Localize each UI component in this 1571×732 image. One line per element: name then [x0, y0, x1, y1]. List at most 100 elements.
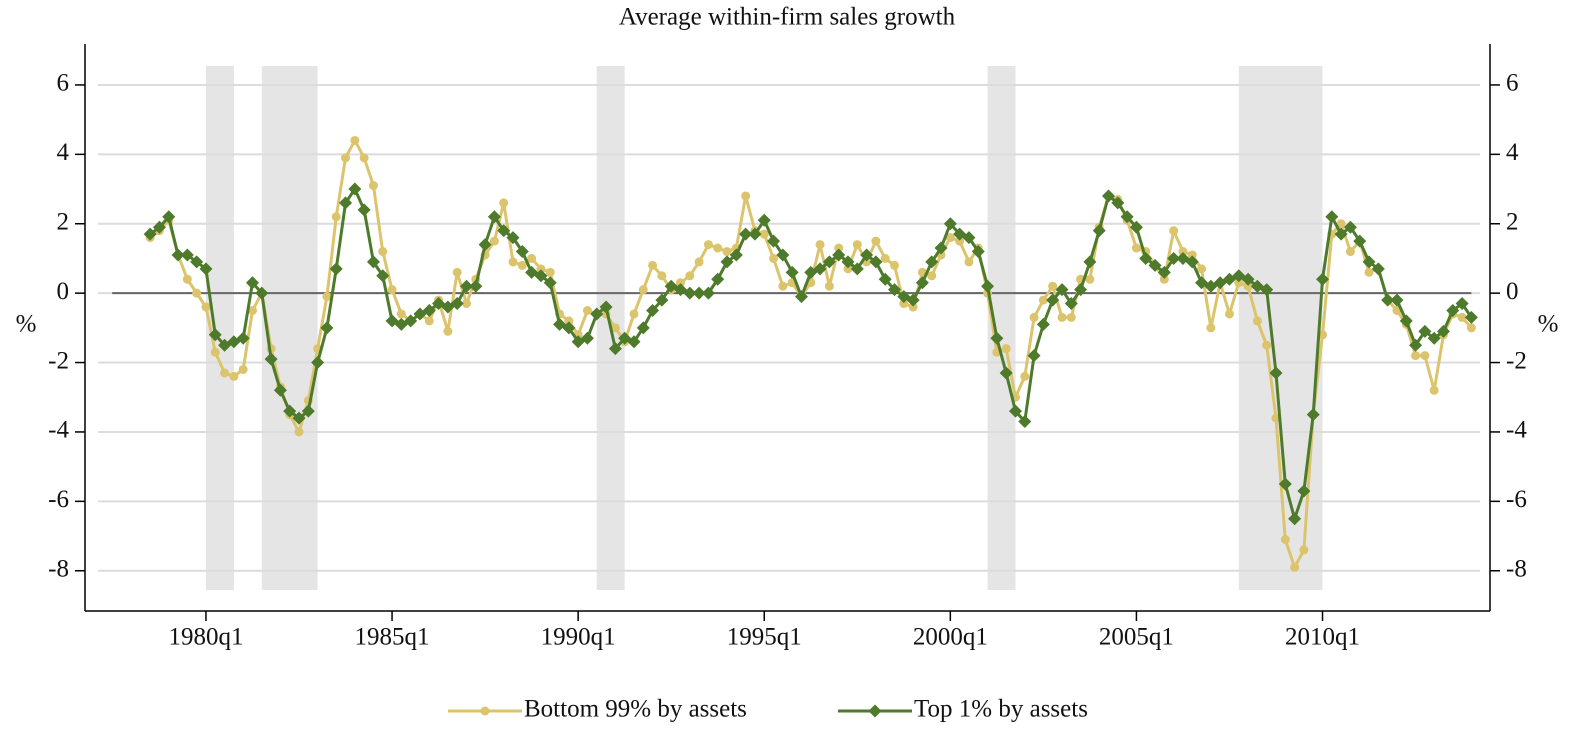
- data-point: [711, 272, 725, 286]
- data-point: [311, 356, 325, 370]
- y2-tick-label: -2: [1506, 347, 1527, 374]
- data-point: [443, 326, 453, 336]
- data-point: [1278, 477, 1292, 491]
- data-point: [478, 238, 492, 252]
- data-point: [1399, 314, 1413, 328]
- data-point: [1297, 484, 1311, 498]
- data-point: [1111, 196, 1125, 210]
- data-point: [1074, 283, 1088, 297]
- data-point: [703, 240, 713, 250]
- data-point: [469, 279, 483, 293]
- data-point: [366, 255, 380, 269]
- data-point: [545, 267, 555, 277]
- data-point: [999, 366, 1013, 380]
- data-point: [1427, 331, 1441, 345]
- data-point: [1409, 338, 1423, 352]
- data-point: [683, 286, 697, 300]
- data-point: [1029, 312, 1039, 322]
- data-point: [368, 181, 378, 191]
- data-point: [890, 260, 900, 270]
- data-point: [648, 260, 658, 270]
- data-point: [908, 302, 918, 312]
- shaded-period: [1238, 66, 1323, 590]
- data-point: [1131, 243, 1141, 253]
- data-point: [236, 331, 250, 345]
- data-point: [599, 300, 613, 314]
- data-point: [1038, 295, 1048, 305]
- data-point: [294, 427, 304, 437]
- data-point: [1020, 371, 1030, 381]
- data-point: [301, 404, 315, 418]
- legend-marker: [868, 704, 882, 718]
- data-point: [646, 303, 660, 317]
- data-point: [247, 305, 257, 315]
- data-point: [1018, 415, 1032, 429]
- data-point: [199, 262, 213, 276]
- data-point: [378, 247, 388, 257]
- data-point: [404, 314, 418, 328]
- data-point: [238, 364, 248, 374]
- data-point: [341, 153, 351, 163]
- data-point: [329, 262, 343, 276]
- data-point: [1129, 220, 1143, 234]
- data-point: [264, 352, 278, 366]
- data-point: [273, 383, 287, 397]
- data-point: [229, 371, 239, 381]
- data-point: [1224, 309, 1234, 319]
- data-point: [841, 255, 855, 269]
- data-point: [906, 293, 920, 307]
- data-point: [536, 264, 546, 274]
- data-point: [1364, 267, 1374, 277]
- data-point: [927, 271, 937, 281]
- data-point: [590, 307, 604, 321]
- data-point: [748, 227, 762, 241]
- data-point: [1085, 274, 1095, 284]
- data-point: [1169, 226, 1179, 236]
- data-point: [489, 236, 499, 246]
- data-point: [1418, 324, 1432, 338]
- data-point: [1064, 297, 1078, 311]
- data-point: [934, 241, 948, 255]
- data-point: [1197, 264, 1207, 274]
- data-point: [1390, 293, 1404, 307]
- x-tick-label: 1995q1: [727, 624, 802, 651]
- data-point: [582, 305, 592, 315]
- data-point: [357, 203, 371, 217]
- data-point: [1241, 272, 1255, 286]
- data-point: [220, 368, 230, 378]
- data-point: [915, 276, 929, 290]
- data-point: [580, 331, 594, 345]
- data-point: [1159, 274, 1169, 284]
- data-point: [713, 243, 723, 253]
- data-point: [1316, 272, 1330, 286]
- data-point: [1411, 351, 1421, 361]
- y-tick-label: 0: [57, 278, 70, 305]
- data-point: [636, 321, 650, 335]
- data-point: [822, 255, 836, 269]
- y-tick-label: 6: [57, 70, 70, 97]
- data-point: [945, 233, 955, 243]
- data-point: [1353, 234, 1367, 248]
- data-point: [1457, 312, 1467, 322]
- y2-tick-label: 4: [1506, 139, 1519, 166]
- data-point: [1139, 251, 1153, 265]
- data-point: [517, 260, 527, 270]
- data-point: [955, 236, 965, 246]
- data-point: [331, 212, 341, 222]
- y-tick-label: -2: [48, 347, 69, 374]
- data-point: [759, 229, 769, 239]
- data-point: [990, 331, 1004, 345]
- data-point: [610, 323, 620, 333]
- data-point: [487, 210, 501, 224]
- data-point: [245, 276, 259, 290]
- y2-tick-label: 2: [1506, 208, 1519, 235]
- data-point: [255, 286, 269, 300]
- data-point: [1288, 512, 1302, 526]
- data-point: [1178, 247, 1188, 257]
- data-point: [1187, 250, 1197, 260]
- data-point: [422, 303, 436, 317]
- data-point: [769, 253, 779, 263]
- data-point: [1206, 323, 1216, 333]
- y-tick-label: -4: [48, 417, 69, 444]
- data-point: [629, 309, 639, 319]
